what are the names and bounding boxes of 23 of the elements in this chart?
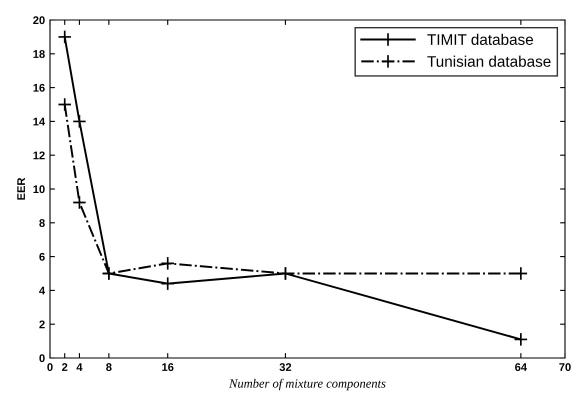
- y-tick-label: 8: [39, 219, 45, 227]
- y-tick-label: 16: [33, 84, 45, 92]
- y-tick-label: 20: [33, 16, 45, 24]
- y-axis-title: EER: [17, 178, 25, 200]
- legend-label: Tunisian database: [427, 56, 551, 67]
- y-tick-label: 14: [33, 118, 46, 126]
- y-tick-label: 4: [39, 286, 46, 294]
- legend-label: TIMIT database: [427, 34, 534, 45]
- x-tick-label: 8: [106, 363, 112, 372]
- x-tick-label: 4: [76, 363, 82, 371]
- x-axis-title: Number of mixture components: [229, 378, 386, 390]
- y-tick-label: 2: [39, 320, 45, 328]
- y-tick-label: 6: [39, 252, 45, 261]
- x-tick-label: 32: [280, 363, 292, 372]
- x-tick-label: 0: [47, 363, 53, 372]
- y-tick-label: 12: [33, 151, 45, 160]
- x-tick-label: 2: [62, 363, 68, 371]
- y-tick-label: 10: [33, 185, 45, 194]
- y-tick-label: 18: [33, 50, 45, 58]
- x-tick-label: 16: [162, 363, 174, 372]
- x-tick-label: 70: [559, 363, 571, 372]
- x-tick-label: 64: [515, 363, 527, 372]
- y-tick-label: 0: [39, 354, 45, 362]
